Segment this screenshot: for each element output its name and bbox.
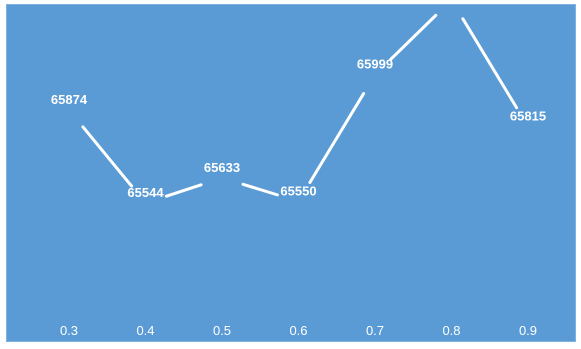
line-chart: 65874655446563365550659996626465815 0.30… (51, 5, 546, 338)
series-line-segment (164, 183, 203, 198)
data-label: 65815 (510, 109, 546, 124)
series-line-segment (308, 92, 366, 184)
x-tick-label: 0.8 (442, 323, 460, 338)
data-label: 65544 (127, 185, 164, 200)
series-line-segment (389, 13, 438, 61)
data-label: 65633 (204, 160, 240, 175)
data-label: 65999 (357, 57, 393, 72)
x-tick-label: 0.6 (289, 323, 307, 338)
data-label: 65550 (280, 183, 316, 198)
series-line-segment (81, 125, 134, 188)
x-tick-label: 0.3 (60, 323, 78, 338)
x-tick-label: 0.4 (136, 323, 154, 338)
x-tick-label: 0.5 (213, 323, 231, 338)
x-axis-tick-labels: 0.3 0.4 0.5 0.6 0.7 0.8 0.9 (60, 323, 537, 338)
data-label: 65874 (51, 92, 88, 107)
series-line (81, 13, 519, 198)
chart-area: 65874655446563365550659996626465815 0.30… (6, 4, 576, 342)
series-line-segment (241, 182, 279, 197)
x-tick-label: 0.9 (519, 323, 537, 338)
x-tick-label: 0.7 (366, 323, 384, 338)
drop-lines (68, 5, 529, 305)
data-labels: 65874655446563365550659996626465815 (51, 57, 546, 200)
series-line-segment (461, 17, 519, 110)
